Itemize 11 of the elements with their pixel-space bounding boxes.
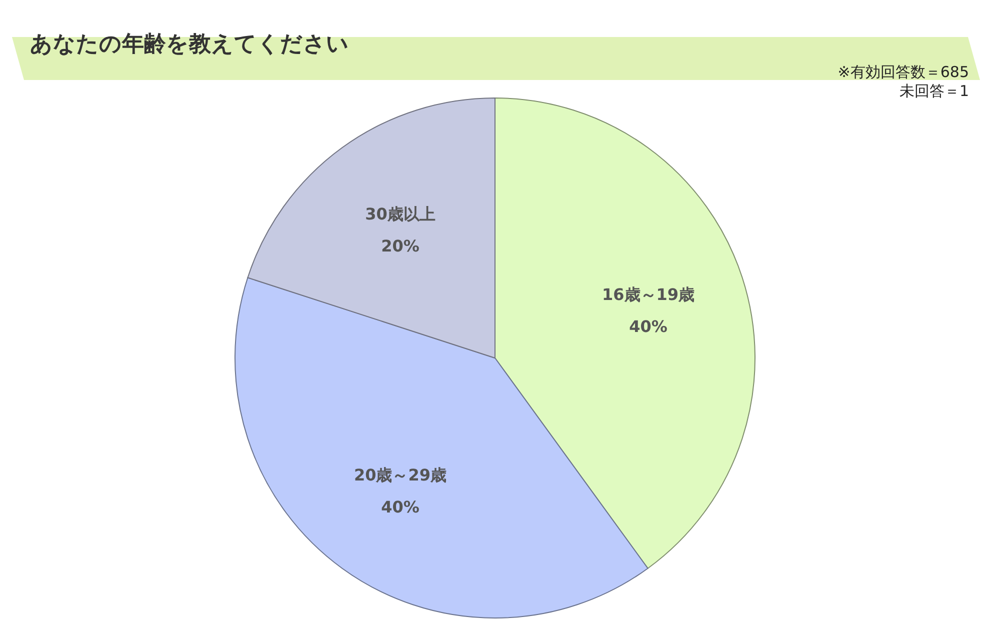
text: ※有効回答数＝685: [838, 63, 969, 81]
pie-slice: [494, 98, 755, 569]
chart-title: あなたの年齢を教えてください: [30, 32, 349, 57]
data-label: 40%: [381, 497, 420, 516]
slice-label: 20歳～29歳: [354, 465, 447, 484]
data-label: 40%: [629, 317, 668, 336]
text: 未回答＝1: [899, 82, 969, 100]
pie-slice: [247, 98, 496, 358]
data-label: 20%: [381, 236, 420, 256]
slice-label: 30歳以上: [365, 204, 436, 224]
slice-label: 16歳～19歳: [602, 285, 695, 304]
